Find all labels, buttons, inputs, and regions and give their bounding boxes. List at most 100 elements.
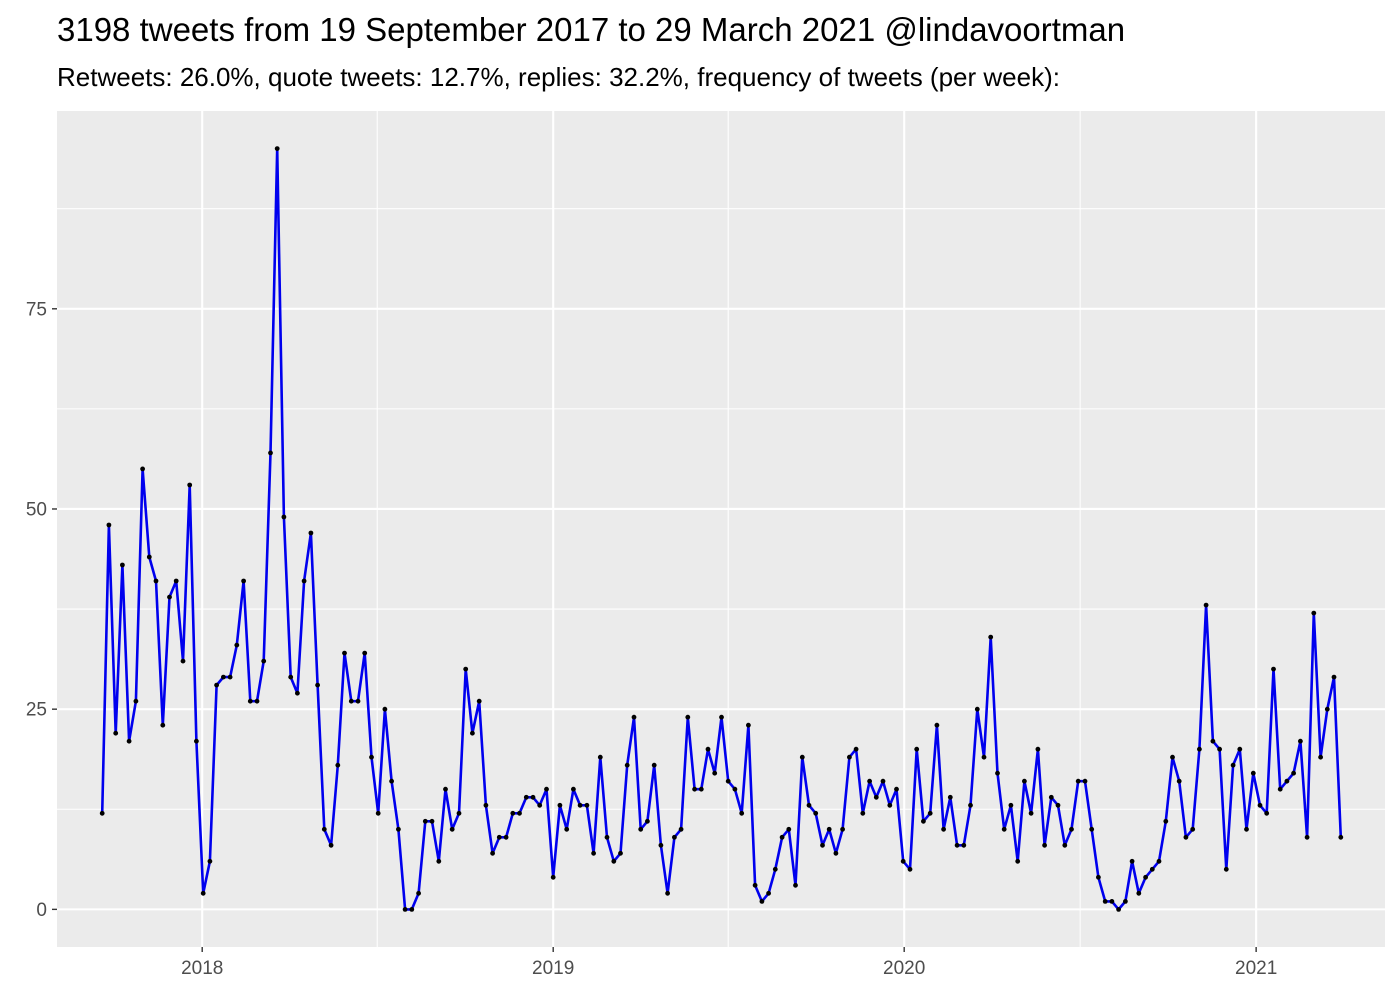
data-point (1102, 899, 1108, 904)
data-point (900, 858, 906, 864)
data-point (389, 778, 394, 784)
data-point (355, 698, 361, 704)
data-point (638, 826, 644, 832)
plot-panel (57, 111, 1385, 947)
data-point (1062, 842, 1068, 848)
data-point (544, 786, 549, 792)
data-point (698, 786, 704, 792)
data-point (1015, 858, 1021, 864)
data-point (571, 786, 576, 792)
data-point (207, 858, 213, 864)
data-point (1109, 899, 1115, 904)
data-point (672, 834, 677, 840)
data-point (1210, 738, 1216, 744)
data-point (651, 762, 657, 768)
chart-title: 3198 tweets from 19 September 2017 to 29… (57, 11, 1126, 48)
data-point (746, 722, 751, 728)
data-point (463, 666, 469, 672)
data-point (867, 778, 872, 784)
data-point (490, 850, 495, 856)
data-point (1136, 890, 1142, 896)
data-point (214, 682, 220, 688)
data-point (254, 698, 260, 704)
data-point (597, 754, 603, 760)
data-point (914, 746, 920, 752)
data-point (221, 674, 226, 680)
data-point (947, 794, 953, 800)
y-tick-label: 75 (26, 299, 47, 320)
data-point (1264, 810, 1270, 816)
data-point (981, 754, 987, 760)
data-point (550, 874, 556, 880)
data-point (429, 818, 435, 824)
data-point (880, 778, 886, 784)
data-point (645, 818, 650, 824)
data-point (362, 650, 368, 656)
data-point (308, 530, 314, 536)
data-point (369, 754, 374, 760)
data-point (1217, 746, 1222, 752)
data-point (631, 714, 637, 720)
data-point (422, 818, 428, 824)
data-point (988, 634, 994, 640)
data-point (99, 810, 105, 816)
minor-gridlines (57, 111, 1385, 947)
data-point (1143, 874, 1148, 880)
data-point (995, 770, 1000, 776)
data-point (1069, 826, 1074, 832)
data-point (1324, 706, 1330, 712)
data-point (153, 578, 159, 584)
chart-subtitle: Retweets: 26.0%, quote tweets: 12.7%, re… (57, 62, 1060, 92)
data-point (1008, 802, 1014, 808)
data-point (1096, 874, 1101, 880)
data-point (496, 834, 502, 840)
data-point (1183, 834, 1189, 840)
data-point (584, 802, 590, 808)
data-point (530, 794, 536, 800)
y-tick-label: 50 (26, 499, 47, 520)
data-point (537, 802, 543, 808)
data-point (618, 850, 623, 856)
data-point (1304, 834, 1310, 840)
data-point (739, 810, 745, 816)
data-point (180, 658, 186, 664)
data-point (1170, 754, 1175, 760)
data-point (120, 562, 125, 568)
data-point (779, 834, 785, 840)
data-point (1075, 778, 1081, 784)
data-point (887, 802, 893, 808)
data-point (759, 899, 765, 904)
data-point (1035, 746, 1041, 752)
data-point (227, 674, 233, 680)
data-point (1001, 826, 1007, 832)
data-point (894, 786, 899, 792)
data-point (813, 810, 819, 816)
data-point (187, 482, 193, 488)
data-point (1190, 826, 1196, 832)
y-tick-label: 0 (36, 900, 47, 921)
data-point (921, 818, 926, 824)
y-axis: 0 25 50 75 (26, 299, 57, 921)
data-point (328, 842, 334, 848)
data-point (732, 786, 738, 792)
data-point (234, 642, 240, 648)
data-point (456, 810, 462, 816)
x-tick-label: 2020 (883, 958, 925, 979)
data-point (301, 578, 307, 584)
data-point (766, 890, 771, 896)
data-points (99, 146, 1344, 912)
data-point (907, 866, 913, 872)
data-point (1055, 802, 1061, 808)
data-point (106, 522, 112, 528)
data-point (833, 850, 839, 856)
data-point (348, 698, 354, 704)
data-point (557, 802, 563, 808)
data-point (295, 690, 300, 696)
data-point (752, 882, 758, 888)
major-gridlines (57, 111, 1385, 947)
data-point (241, 578, 247, 584)
data-point (712, 770, 718, 776)
data-point (510, 810, 516, 816)
data-point (873, 794, 879, 800)
data-point (167, 594, 172, 600)
